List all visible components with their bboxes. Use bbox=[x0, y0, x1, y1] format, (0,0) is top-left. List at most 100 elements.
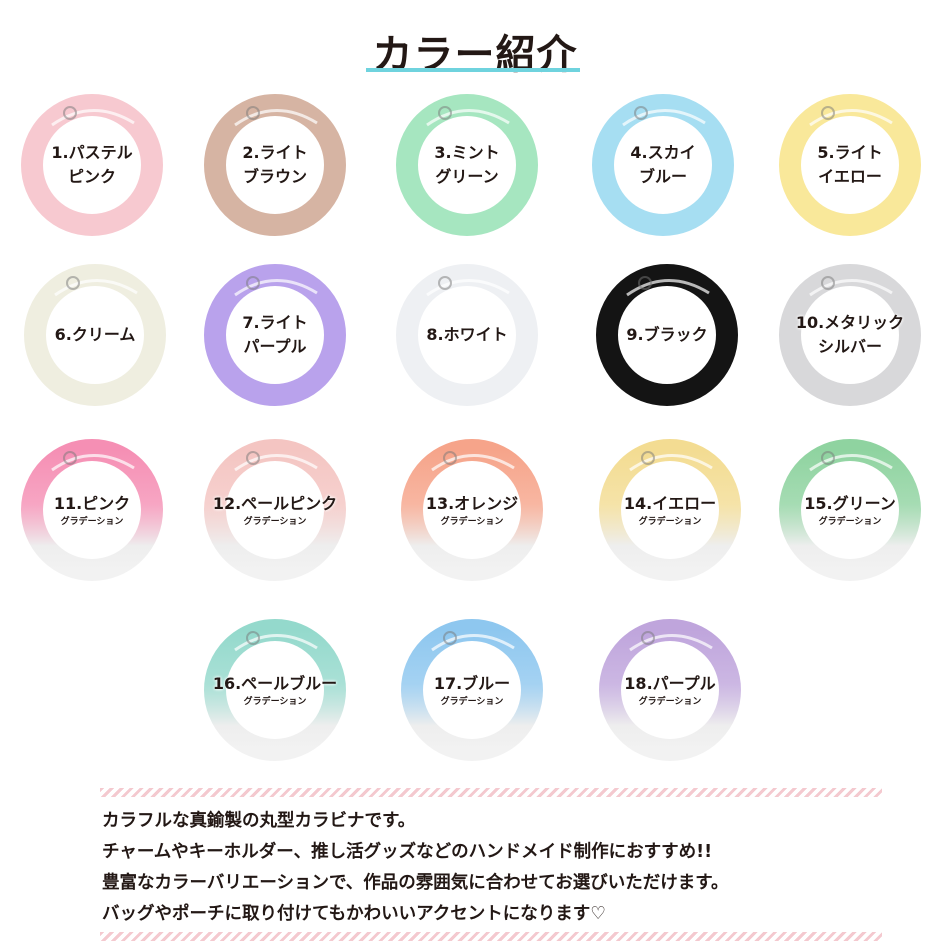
gradation-label: グラデーション bbox=[638, 517, 702, 527]
color-name-line2: イエロー bbox=[818, 167, 882, 186]
ring-body bbox=[204, 264, 346, 406]
clasp-gate bbox=[629, 454, 713, 472]
carabiner-ring-15: 15.グリーングラデーション bbox=[770, 430, 930, 590]
carabiner-ring-3: 3.ミントグリーン bbox=[387, 85, 547, 245]
clasp-gate bbox=[234, 279, 318, 297]
carabiner-ring-18: 18.パープルグラデーション bbox=[590, 610, 750, 770]
ring-icon bbox=[401, 619, 543, 761]
color-label: 10.メタリック シルバー bbox=[750, 311, 950, 359]
description-line: 豊富なカラーバリエーションで、作品の雰囲気に合わせてお選びいただけます。 bbox=[102, 873, 729, 893]
hinge-pin bbox=[246, 276, 260, 290]
color-name: 7.ライト bbox=[242, 313, 308, 332]
ring-icon bbox=[779, 264, 921, 406]
hinge-pin bbox=[63, 106, 77, 120]
carabiner-ring-5: 5.ライトイエロー bbox=[770, 85, 930, 245]
description-line: チャームやキーホルダー、推し活グッズなどのハンドメイド制作におすすめ!! bbox=[102, 842, 713, 862]
carabiner-ring-10: 10.メタリック シルバー bbox=[770, 255, 930, 415]
color-name-line2: シルバー bbox=[817, 337, 882, 356]
carabiner-ring-12: 12.ペールピンク グラデーション bbox=[195, 430, 355, 590]
hinge-pin bbox=[443, 631, 457, 645]
clasp-gate bbox=[626, 279, 710, 297]
carabiner-ring-8: 8.ホワイト bbox=[387, 255, 547, 415]
color-label: 12.ペールピンク グラデーション bbox=[175, 492, 375, 528]
hinge-pin bbox=[641, 631, 655, 645]
color-name: 12.ペールピンク bbox=[212, 494, 338, 513]
ring-icon bbox=[396, 94, 538, 236]
clasp-gate bbox=[629, 634, 713, 652]
clasp-gate bbox=[809, 279, 893, 297]
clasp-gate bbox=[431, 454, 515, 472]
ring-body bbox=[779, 94, 921, 236]
color-name: 8.ホワイト bbox=[426, 325, 508, 344]
ring-icon bbox=[599, 619, 741, 761]
hinge-pin bbox=[438, 106, 452, 120]
color-name: 14.イエロー bbox=[623, 494, 717, 513]
carabiner-ring-1: 1.パステル ピンク bbox=[12, 85, 172, 245]
color-label: 3.ミントグリーン bbox=[367, 141, 567, 189]
description: カラフルな真鍮製の丸型カラビナです。 チャームやキーホルダー、推し活グッズなどの… bbox=[102, 806, 729, 930]
carabiner-ring-9: 9.ブラック bbox=[587, 255, 747, 415]
ring-body bbox=[204, 94, 346, 236]
clasp-gate bbox=[234, 109, 318, 127]
color-name: 9.ブラック bbox=[626, 325, 708, 344]
ring-icon bbox=[779, 439, 921, 581]
color-name: 3.ミント bbox=[434, 143, 500, 162]
color-name: 18.パープル bbox=[624, 674, 716, 693]
color-name-line2: ピンク bbox=[67, 167, 116, 186]
ring-icon bbox=[24, 264, 166, 406]
hinge-pin bbox=[66, 276, 80, 290]
color-label: 13.オレンジグラデーション bbox=[372, 492, 572, 528]
color-label: 1.パステル ピンク bbox=[0, 141, 192, 189]
color-label: 9.ブラック bbox=[567, 323, 767, 347]
carabiner-ring-4: 4.スカイブルー bbox=[583, 85, 743, 245]
ring-body bbox=[599, 439, 741, 581]
stripe-divider-bottom bbox=[100, 932, 882, 941]
color-name-line2: グリーン bbox=[435, 167, 499, 186]
ring-body bbox=[401, 619, 543, 761]
color-label: 2.ライト ブラウン bbox=[175, 141, 375, 189]
color-label: 8.ホワイト bbox=[367, 323, 567, 347]
hinge-pin bbox=[821, 276, 835, 290]
carabiner-ring-14: 14.イエローグラデーション bbox=[590, 430, 750, 590]
color-label: 14.イエローグラデーション bbox=[570, 492, 770, 528]
carabiner-ring-16: 16.ペールブルー グラデーション bbox=[195, 610, 355, 770]
ring-icon bbox=[204, 264, 346, 406]
stripe-divider-top bbox=[100, 788, 882, 797]
ring-icon bbox=[204, 439, 346, 581]
ring-body bbox=[599, 619, 741, 761]
gradation-label: グラデーション bbox=[60, 517, 124, 527]
color-label: 5.ライトイエロー bbox=[750, 141, 950, 189]
carabiner-ring-11: 11.ピンク グラデーション bbox=[12, 430, 172, 590]
color-name: 2.ライト bbox=[242, 143, 308, 162]
ring-icon bbox=[599, 439, 741, 581]
title-underline bbox=[366, 68, 580, 72]
color-name: 10.メタリック bbox=[795, 313, 905, 332]
hinge-pin bbox=[246, 631, 260, 645]
ring-body bbox=[596, 264, 738, 406]
color-name: 5.ライト bbox=[817, 143, 883, 162]
ring-body bbox=[24, 264, 166, 406]
color-label: 17.ブルー グラデーション bbox=[372, 672, 572, 708]
gradation-label: グラデーション bbox=[818, 517, 882, 527]
hinge-pin bbox=[443, 451, 457, 465]
gradation-label: グラデーション bbox=[440, 517, 504, 527]
gradation-label: グラデーション bbox=[243, 697, 307, 707]
hinge-pin bbox=[438, 276, 452, 290]
color-name: 13.オレンジ bbox=[425, 494, 519, 513]
ring-icon bbox=[204, 94, 346, 236]
ring-body bbox=[21, 94, 163, 236]
gradation-label: グラデーション bbox=[638, 697, 702, 707]
hinge-pin bbox=[641, 451, 655, 465]
ring-body bbox=[592, 94, 734, 236]
clasp-gate bbox=[426, 279, 510, 297]
hinge-pin bbox=[63, 451, 77, 465]
carabiner-ring-2: 2.ライト ブラウン bbox=[195, 85, 355, 245]
ring-body bbox=[401, 439, 543, 581]
color-name-line2: パープル bbox=[243, 337, 307, 356]
color-name: 4.スカイ bbox=[630, 143, 696, 162]
color-name: 15.グリーン bbox=[804, 494, 896, 513]
color-name-line2: ブルー bbox=[638, 167, 687, 186]
ring-icon bbox=[204, 619, 346, 761]
color-label: 16.ペールブルー グラデーション bbox=[175, 672, 375, 708]
color-label: 11.ピンク グラデーション bbox=[0, 492, 192, 528]
